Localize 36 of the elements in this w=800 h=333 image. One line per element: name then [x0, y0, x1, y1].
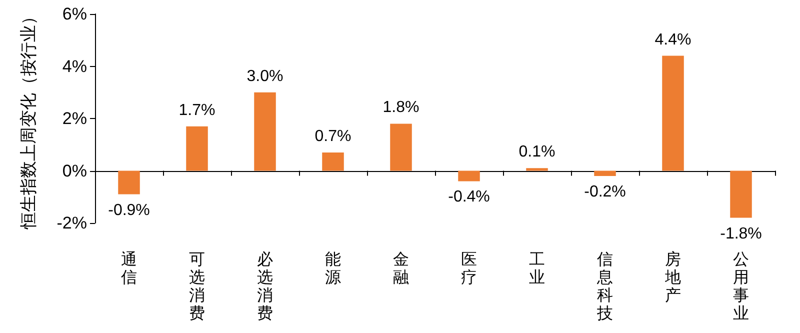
data-label: 3.0%: [246, 68, 284, 85]
y-tick-label: 6%: [62, 4, 87, 24]
data-label: 0.1%: [518, 144, 556, 161]
bar: [322, 152, 344, 171]
bar: [730, 170, 752, 218]
y-tick-label: -2%: [56, 214, 87, 232]
data-label: -0.9%: [108, 202, 150, 219]
x-tick-label: 工业: [529, 252, 545, 286]
data-label: -0.2%: [584, 183, 626, 200]
bar: [254, 92, 276, 171]
bar: [118, 170, 140, 194]
y-axis-title: 恒生指数上周变化（按行业）: [19, 8, 38, 230]
x-tick-label: 通信: [121, 250, 137, 286]
bar: [662, 56, 684, 171]
data-label: -0.4%: [448, 188, 490, 206]
bar: [186, 126, 208, 171]
x-tick-label: 信息科技: [596, 252, 613, 322]
bar: [390, 124, 412, 171]
x-tick-label: 可选消费: [189, 252, 205, 322]
data-label: 4.4%: [654, 31, 692, 48]
data-label: 1.8%: [382, 99, 420, 116]
y-tick-label: 4%: [62, 56, 87, 76]
bar: [526, 168, 548, 171]
y-tick-label: 2%: [62, 109, 87, 128]
x-tick-label: 房地产: [664, 250, 681, 304]
data-label: 0.7%: [314, 128, 352, 145]
data-label: 1.7%: [178, 102, 216, 119]
x-tick-label: 公用事业: [733, 252, 749, 322]
bar: [458, 170, 480, 182]
x-tick-label: 医疗: [461, 252, 477, 286]
x-tick-label: 必选消费: [257, 250, 273, 322]
x-tick-label: 能源: [325, 250, 341, 286]
bar: [594, 170, 616, 176]
data-label: -1.8%: [720, 225, 762, 242]
y-tick-label: 0%: [62, 161, 87, 180]
x-tick-label: 金融: [393, 252, 409, 286]
